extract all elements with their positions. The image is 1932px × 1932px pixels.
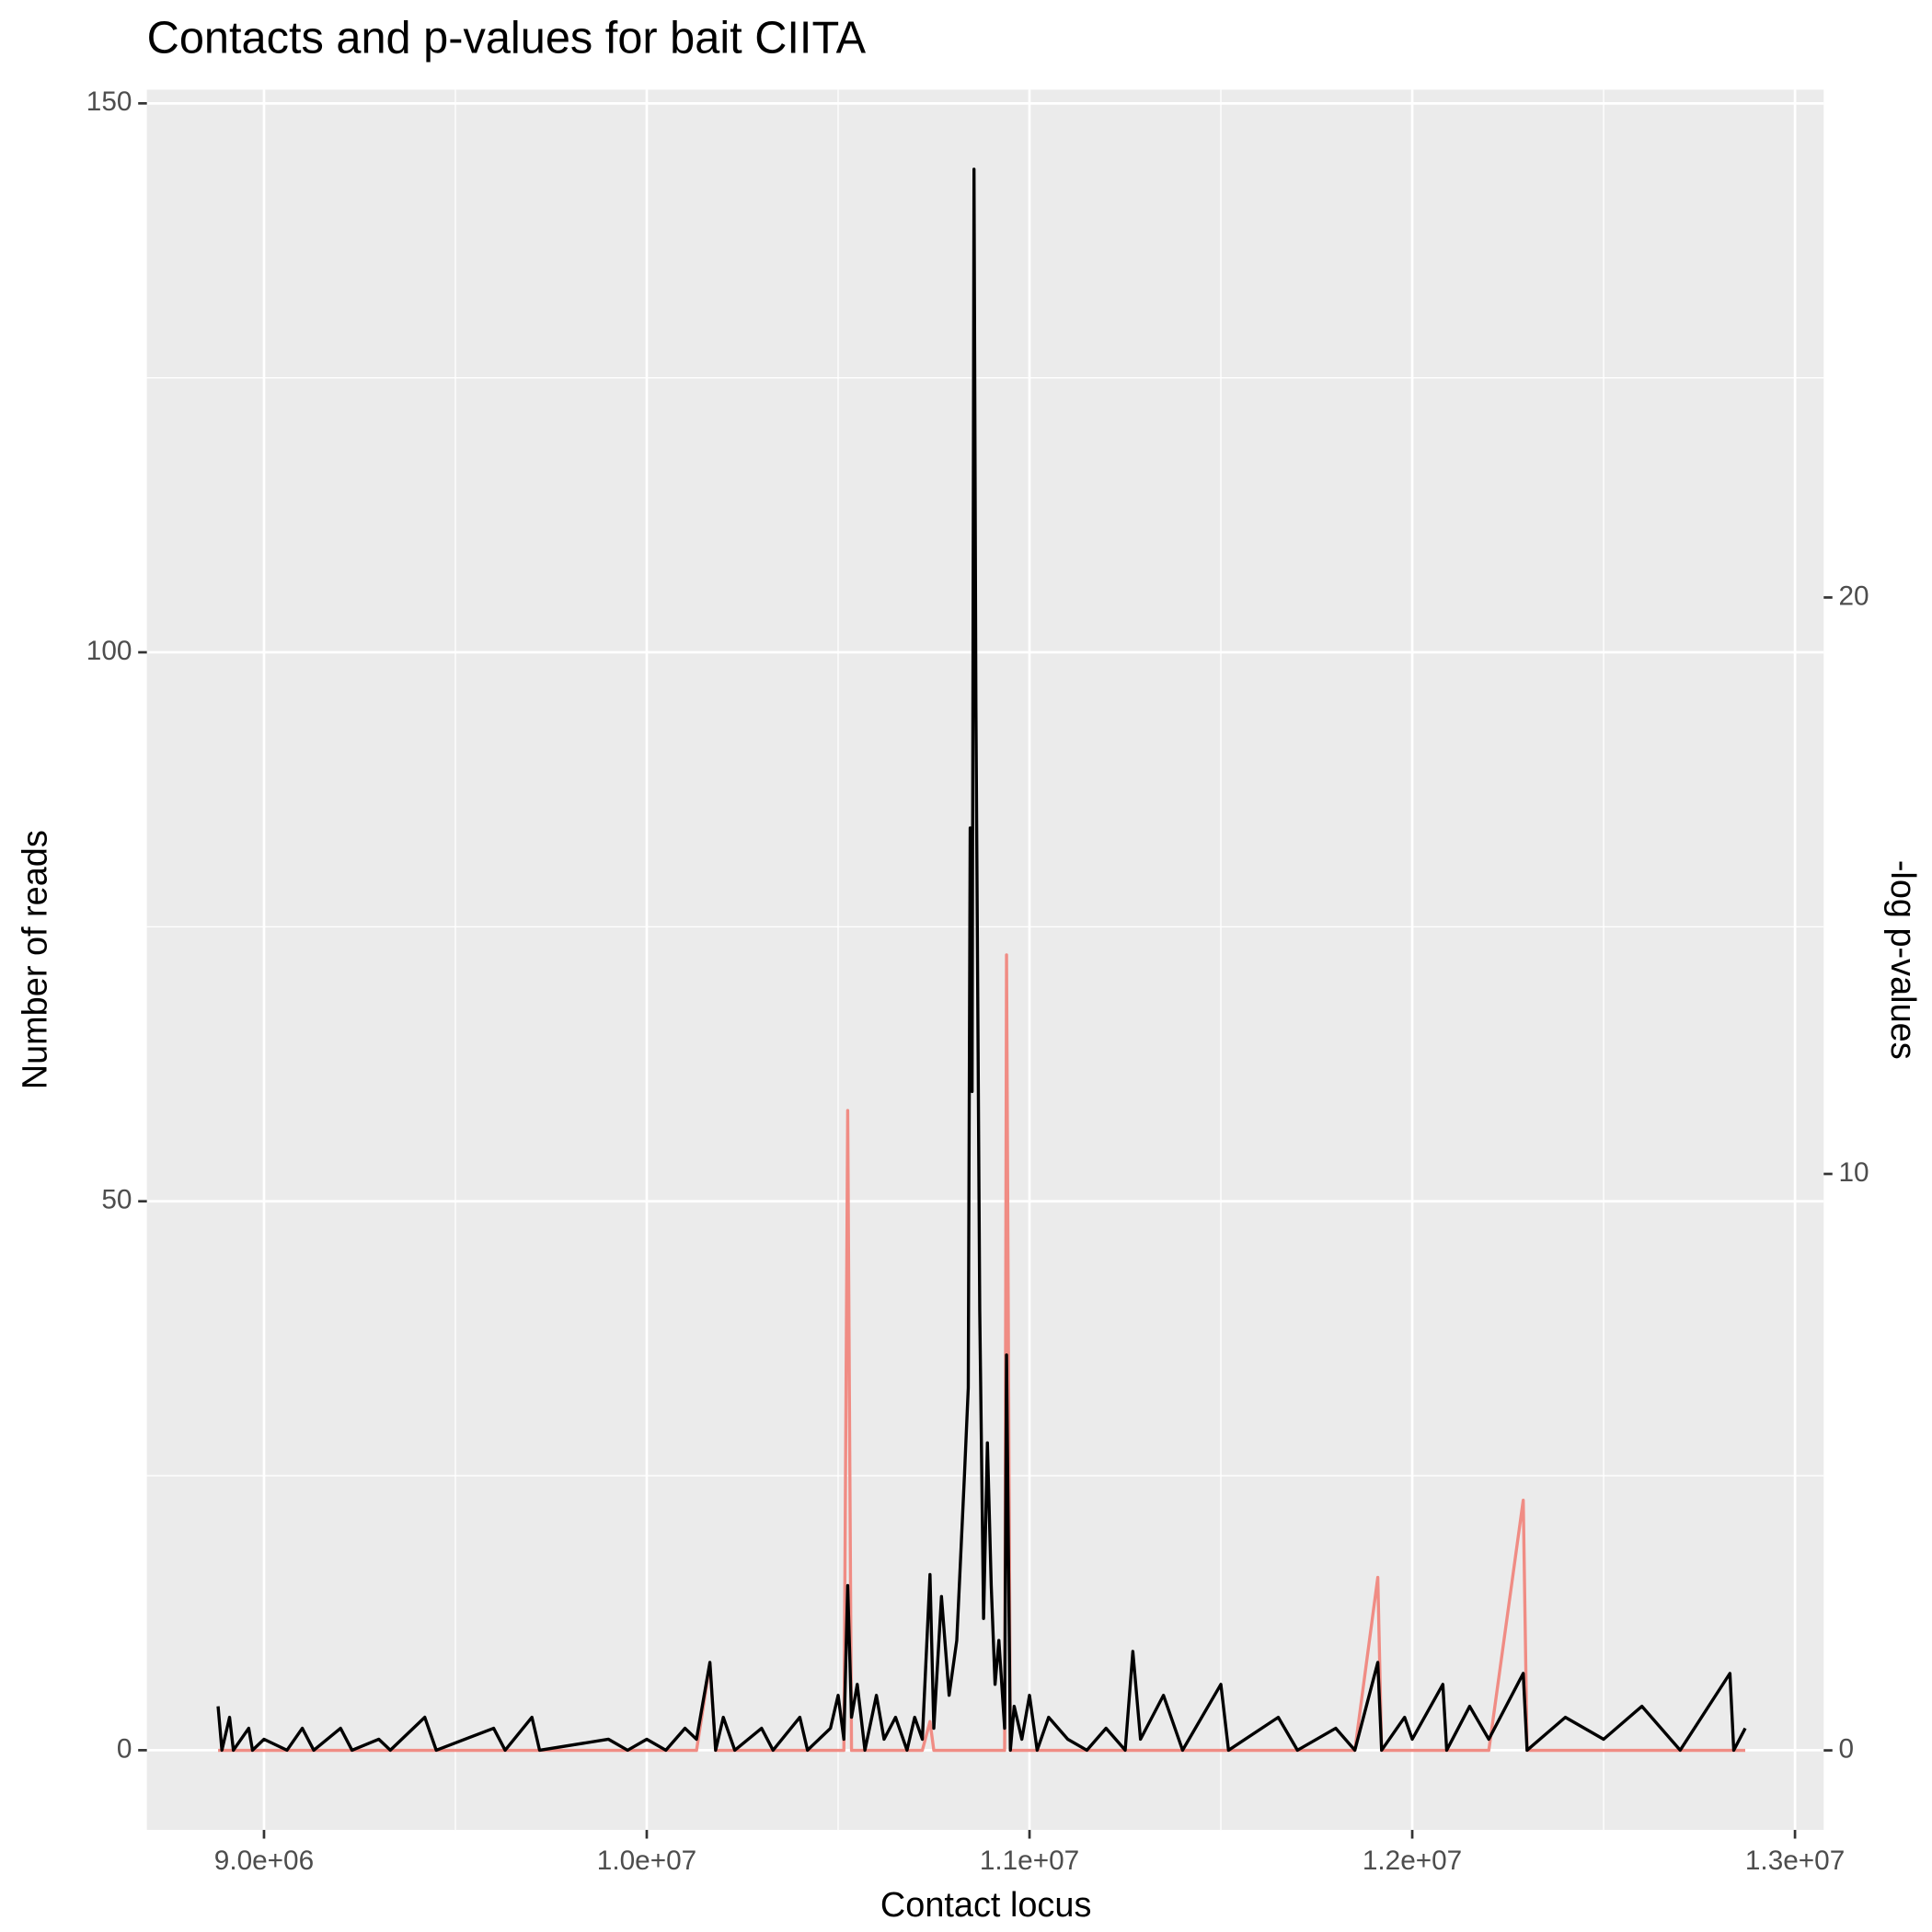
x-axis-title: Contact locus	[880, 1886, 1091, 1925]
chart-title: Contacts and p-values for bait CIITA	[147, 14, 867, 63]
x-tick-label: 9.0e+06	[214, 1846, 314, 1876]
y2-tick-label: 20	[1839, 581, 1869, 611]
y-tick-label: 100	[86, 636, 132, 666]
x-tick-label: 1.0e+07	[597, 1846, 696, 1876]
x-tick-label: 1.3e+07	[1745, 1846, 1845, 1876]
y2-axis-title: -log p-values	[1883, 860, 1922, 1060]
y-tick-label: 0	[117, 1733, 132, 1764]
y2-tick-label: 10	[1839, 1157, 1869, 1188]
y-tick-label: 150	[86, 86, 132, 117]
series-line	[216, 167, 1747, 1753]
y2-tick-label: 0	[1839, 1733, 1855, 1764]
y-tick-label: 50	[101, 1185, 132, 1215]
x-tick-label: 1.2e+07	[1363, 1846, 1462, 1876]
y-axis-title: Number of reads	[17, 830, 55, 1089]
x-tick-label: 1.1e+07	[980, 1846, 1079, 1876]
